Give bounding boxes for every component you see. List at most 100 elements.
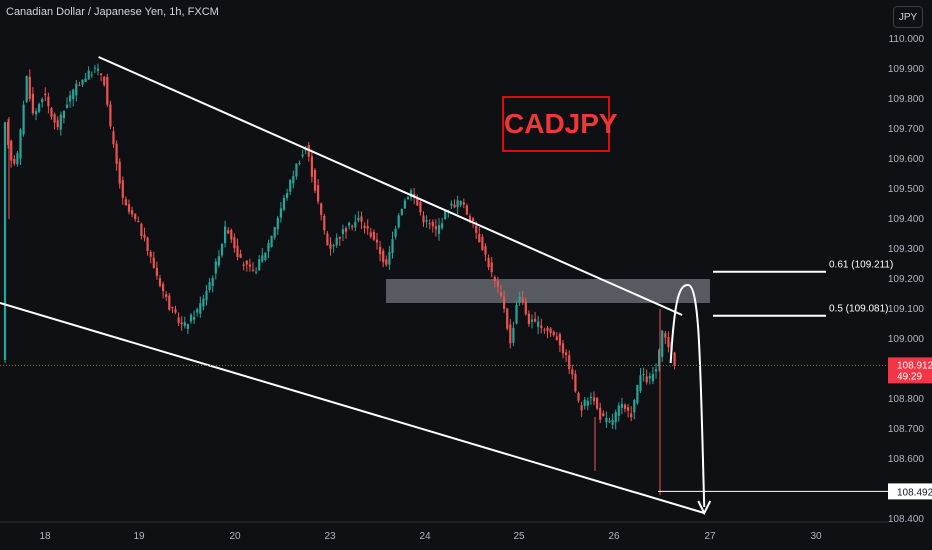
candle-body (301, 154, 304, 157)
candle-body (310, 156, 313, 177)
candle-body (53, 114, 56, 123)
candle-body (329, 244, 332, 249)
price-tick-label: 108.400 (888, 514, 925, 525)
candle-body (406, 196, 410, 200)
candle-body (220, 243, 224, 256)
price-tick-label: 109.100 (888, 304, 925, 315)
price-tick-label: 108.600 (888, 454, 925, 465)
fib-level-label: 0.61 (109.211) (829, 260, 893, 271)
candle-body (28, 76, 31, 99)
chart-title: Canadian Dollar / Japanese Yen, 1h, FXCM (6, 6, 219, 18)
price-tick-label: 109.900 (888, 64, 925, 75)
candle-body (134, 213, 137, 220)
candle-body (540, 325, 543, 329)
candle-body (196, 309, 199, 313)
candle-body (289, 179, 292, 192)
candle-body (162, 283, 165, 292)
candle-body (425, 220, 428, 222)
candle-body (391, 239, 394, 253)
candle-body (59, 114, 62, 130)
channel-upper-line (98, 56, 683, 316)
candle-body (121, 180, 124, 198)
candle-body (503, 296, 506, 309)
price-tick-label: 109.400 (888, 214, 925, 225)
candle-body (441, 223, 444, 229)
candle-body (543, 329, 546, 331)
candle-body (444, 210, 447, 219)
candle-body (614, 411, 617, 423)
candle-body (552, 331, 555, 336)
time-tick-label: 24 (419, 531, 431, 542)
candle-body (611, 419, 614, 425)
candle-body (109, 104, 112, 127)
price-tick-label: 109.500 (888, 184, 925, 195)
candle-body (375, 239, 379, 243)
candle-body (93, 67, 96, 69)
candle-body (189, 314, 193, 322)
price-tick-label: 110.000 (889, 34, 925, 45)
candlesticks (3, 63, 676, 495)
candle-body (586, 400, 589, 406)
currency-button[interactable]: JPY (893, 6, 923, 28)
candle-body (465, 205, 468, 215)
candle-body (608, 420, 611, 422)
price-tick-label: 109.700 (888, 124, 925, 135)
price-tick-label: 109.000 (888, 334, 925, 345)
candle-body (357, 217, 360, 221)
candle-body (651, 373, 654, 382)
candle-body (645, 376, 648, 383)
candle-body (103, 76, 106, 85)
candle-body (397, 215, 400, 228)
candle-body (41, 99, 44, 103)
candle-body (286, 192, 289, 198)
candle-body (177, 317, 180, 323)
price-tick-label: 109.600 (888, 154, 925, 165)
candle-body (462, 202, 465, 205)
candle-body (140, 223, 143, 236)
candle-body (25, 76, 28, 102)
candle-body (323, 215, 326, 231)
candle-body (403, 200, 406, 209)
candle-body (338, 236, 341, 239)
candle-body (546, 327, 549, 331)
candle-body (416, 198, 419, 206)
candle-body (143, 234, 146, 238)
candle-body (490, 262, 493, 273)
candle-body (592, 397, 596, 402)
candle-body (627, 407, 630, 411)
candle-body (673, 352, 676, 366)
candle-body (239, 253, 242, 258)
candle-body (360, 216, 363, 222)
candle-body (270, 235, 273, 247)
price-axis[interactable]: 110.000 109.900 109.800 109.700 109.600 109.5… (888, 0, 932, 550)
candle-body (158, 278, 162, 286)
candle-body (295, 163, 298, 177)
time-axis[interactable]: 18 19 20 23 24 25 26 27 30 (0, 521, 888, 542)
candle-body (410, 190, 413, 198)
candle-body (273, 227, 276, 238)
candle-body (468, 216, 472, 222)
target-price-value: 108.492 (897, 487, 932, 498)
candle-body (236, 245, 239, 257)
candle-body (558, 334, 561, 346)
candle-body (38, 104, 41, 112)
price-tick-label: 108.700 (888, 424, 925, 435)
candle-body (382, 250, 385, 263)
candle-body (332, 245, 335, 247)
time-tick-label: 19 (133, 531, 145, 542)
candle-body (419, 201, 422, 213)
candle-body (623, 404, 627, 409)
fib-level-label: 0.5 (109.081) (829, 304, 889, 315)
candle-body (208, 282, 211, 290)
candle-body (258, 259, 261, 271)
candle-body (589, 396, 592, 399)
candle-body (521, 297, 524, 303)
candle-body (565, 352, 568, 355)
candle-body (298, 163, 301, 165)
time-tick-label: 26 (608, 531, 620, 542)
candle-body (534, 318, 537, 322)
candle-body (481, 236, 484, 251)
candle-body (13, 158, 16, 164)
